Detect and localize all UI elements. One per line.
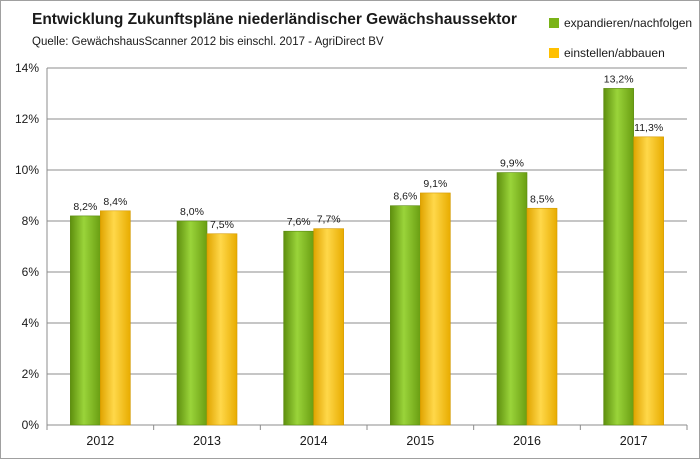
y-tick-label: 8% xyxy=(22,214,40,228)
bar-expandieren-2017 xyxy=(603,88,634,426)
data-label: 8,0% xyxy=(180,206,204,218)
y-tick-label: 12% xyxy=(15,112,39,126)
bar-expandieren-2015 xyxy=(390,205,421,426)
legend-item-expandieren: expandieren/nachfolgen xyxy=(549,16,692,30)
y-tick-label: 0% xyxy=(22,418,40,432)
data-label: 11,3% xyxy=(634,122,663,134)
bar-expandieren-2016 xyxy=(496,172,528,426)
chart-title: Entwicklung Zukunftspläne niederländisch… xyxy=(32,11,517,28)
data-labels: 8,2% 8,4% 8,0% 7,5% 7,6% 7,7% 8,6% 9,1% 9,9% 8,5%… xyxy=(73,73,663,230)
gridlines xyxy=(47,67,687,375)
x-tick-label: 2016 xyxy=(513,434,541,448)
legend-label-einstellen: einstellen/abbauen xyxy=(564,46,665,60)
bar-einstellen-2013 xyxy=(206,233,238,426)
bar-expandieren-2014 xyxy=(283,230,314,426)
data-label: 8,5% xyxy=(530,193,554,205)
axes: 0% 2% 4% 6% 8% 10% 12% 14% 2012 2013 2014 2015 2016 2… xyxy=(15,61,688,448)
bar-einstellen-2015 xyxy=(420,192,451,426)
data-label: 8,2% xyxy=(73,201,97,213)
legend-item-einstellen: einstellen/abbauen xyxy=(549,46,665,60)
chart-subtitle: Quelle: GewächshausScanner 2012 bis eins… xyxy=(32,36,384,48)
y-tick-label: 2% xyxy=(22,367,40,381)
data-label: 7,7% xyxy=(317,214,341,226)
y-tick-label: 14% xyxy=(15,61,39,75)
y-tick-label: 6% xyxy=(22,265,40,279)
y-tick-label: 4% xyxy=(22,316,40,330)
data-label: 9,1% xyxy=(423,178,447,190)
legend-label-expandieren: expandieren/nachfolgen xyxy=(564,16,693,30)
bar-einstellen-2012 xyxy=(100,210,131,426)
bar-einstellen-2014 xyxy=(313,228,344,426)
x-tick-label: 2012 xyxy=(86,434,114,448)
x-tick-label: 2017 xyxy=(620,434,648,448)
data-label: 7,5% xyxy=(210,219,234,231)
data-label: 8,4% xyxy=(103,196,127,208)
legend-swatch-yellow xyxy=(549,48,559,58)
legend-swatch-green xyxy=(549,18,559,28)
x-tick-label: 2014 xyxy=(300,434,328,448)
bar-einstellen-2017 xyxy=(633,136,664,426)
x-tick-label: 2015 xyxy=(406,434,434,448)
data-label: 13,2% xyxy=(604,73,634,85)
bar-expandieren-2012 xyxy=(70,215,101,426)
bar-einstellen-2016 xyxy=(526,207,558,426)
bars xyxy=(70,88,664,426)
x-tick-label: 2013 xyxy=(193,434,221,448)
data-label: 8,6% xyxy=(393,191,417,203)
data-label: 9,9% xyxy=(500,158,524,170)
data-label: 7,6% xyxy=(287,216,311,228)
y-tick-label: 10% xyxy=(15,163,39,177)
bar-expandieren-2013 xyxy=(176,220,208,426)
